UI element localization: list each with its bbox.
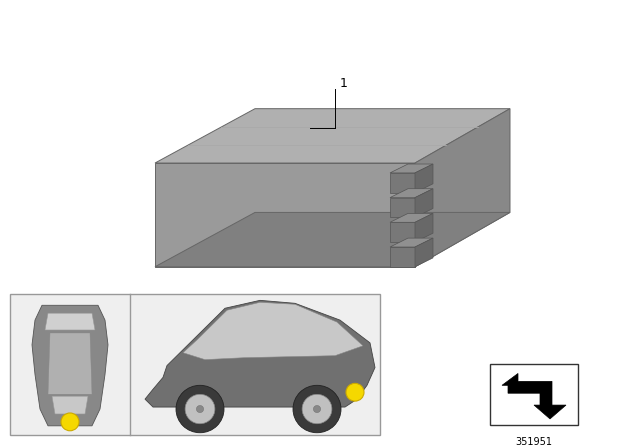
Circle shape (346, 383, 364, 401)
Polygon shape (48, 333, 92, 394)
Polygon shape (45, 313, 95, 330)
Text: 1: 1 (340, 78, 348, 90)
Circle shape (61, 413, 79, 431)
Polygon shape (390, 164, 433, 173)
Polygon shape (155, 212, 510, 267)
Polygon shape (390, 222, 415, 242)
Polygon shape (183, 302, 363, 360)
Circle shape (293, 385, 341, 433)
Polygon shape (155, 163, 415, 267)
Polygon shape (390, 213, 433, 222)
Polygon shape (415, 109, 510, 267)
Circle shape (196, 405, 204, 413)
Circle shape (185, 394, 215, 424)
Polygon shape (415, 213, 433, 242)
Polygon shape (32, 305, 108, 426)
Bar (10, 294, 380, 435)
Bar (490, 364, 578, 425)
Polygon shape (390, 173, 415, 193)
Polygon shape (145, 300, 375, 407)
Polygon shape (390, 189, 433, 198)
Polygon shape (390, 238, 433, 247)
Polygon shape (52, 396, 88, 414)
Text: 351951: 351951 (515, 437, 552, 447)
Polygon shape (390, 247, 415, 267)
Polygon shape (390, 198, 415, 217)
Polygon shape (502, 374, 566, 419)
Circle shape (302, 394, 332, 424)
Circle shape (314, 405, 321, 413)
Circle shape (176, 385, 224, 433)
Polygon shape (155, 109, 510, 163)
Polygon shape (415, 189, 433, 217)
Polygon shape (415, 238, 433, 267)
Polygon shape (415, 164, 433, 193)
